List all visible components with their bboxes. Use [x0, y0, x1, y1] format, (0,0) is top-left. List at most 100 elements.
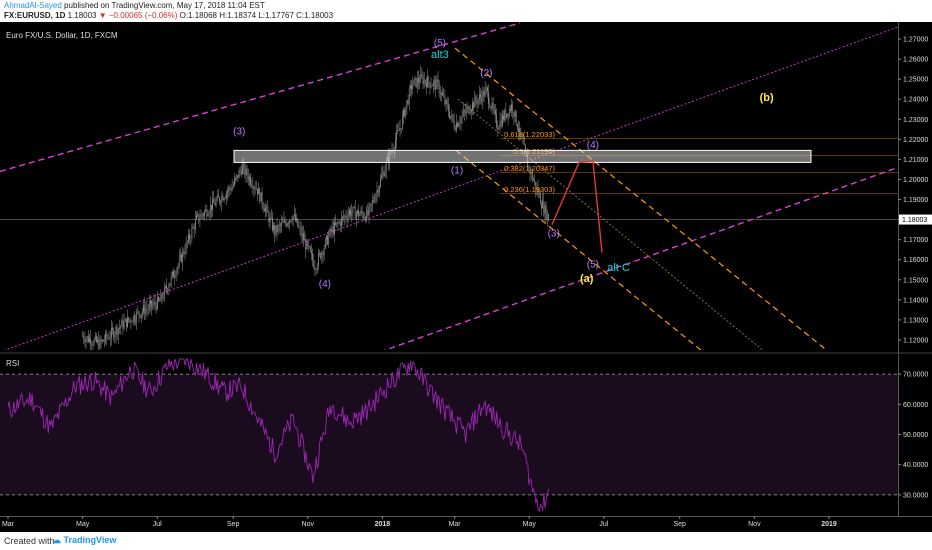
price-tick-label: 1.27000 — [903, 37, 928, 44]
candle-body — [106, 333, 108, 338]
price-change: ▼ −0.00065 (−0.06%) — [98, 11, 178, 20]
price-tick-label: 1.14000 — [903, 297, 928, 304]
candle-body — [396, 131, 397, 141]
candle-body — [174, 276, 175, 278]
candle-body — [227, 191, 228, 193]
candle-body — [519, 127, 520, 133]
candles — [82, 65, 549, 350]
candle-body — [429, 82, 431, 88]
candle-body — [529, 166, 531, 174]
candle-body — [400, 127, 402, 129]
candle-body — [291, 221, 293, 223]
last-price-tag — [899, 214, 932, 225]
candle-body — [272, 217, 273, 230]
candle-body — [135, 321, 136, 322]
candle-body — [296, 218, 297, 221]
author-link[interactable]: AhmadAl-Sayed — [4, 1, 62, 10]
candle-body — [253, 187, 255, 189]
footer-bar: Created with ☁ TradingView — [0, 532, 932, 550]
candle-body — [405, 106, 407, 117]
candle-body — [533, 179, 534, 181]
candle-body — [300, 227, 302, 236]
candle-body — [153, 301, 155, 305]
candle-body — [108, 337, 110, 340]
candle-body — [518, 129, 519, 133]
candle-body — [500, 120, 502, 126]
candle-body — [277, 225, 279, 232]
candle-body — [148, 303, 150, 309]
candle-body — [104, 340, 105, 342]
candle-body — [167, 288, 169, 291]
candle-body — [155, 304, 157, 310]
candle-body — [458, 124, 460, 127]
candle-body — [137, 311, 139, 312]
rsi-tick-label: 40.0000 — [903, 462, 928, 469]
candle-body — [154, 301, 156, 305]
candle-body — [491, 102, 493, 109]
candle-body — [373, 200, 374, 202]
candle-body — [378, 186, 380, 193]
candle-body — [243, 164, 244, 167]
candle-body — [124, 318, 126, 322]
candle-body — [543, 200, 545, 214]
candle-body — [447, 104, 449, 113]
candle-body — [213, 198, 215, 203]
candle-body — [462, 111, 464, 116]
candle-body — [136, 311, 138, 322]
candle-body — [435, 80, 437, 90]
candle-body — [482, 91, 484, 102]
candle-body — [452, 114, 454, 121]
candle-body — [366, 209, 368, 221]
candle-body — [508, 108, 510, 117]
candle-body — [93, 339, 95, 345]
candle-body — [523, 143, 525, 146]
candle-body — [221, 195, 223, 203]
candle-body — [368, 206, 370, 216]
fib-level-label: 0.236(1.19303) — [504, 185, 555, 194]
price-pane[interactable]: Euro FX/U.S. Dollar, 1D, FXCM — [0, 31, 898, 350]
candle-body — [274, 225, 276, 235]
candle-body — [132, 315, 134, 323]
candle-body — [252, 186, 254, 189]
candle-body — [404, 109, 405, 117]
candle-body — [422, 76, 424, 85]
tradingview-logo-icon[interactable]: ☁ TradingView — [52, 535, 117, 545]
candle-body — [309, 247, 311, 252]
candle-body — [86, 336, 88, 339]
candle-body — [90, 338, 92, 346]
price-tick-label: 1.23000 — [903, 117, 928, 124]
price-tick-label: 1.12000 — [903, 337, 928, 344]
rsi-pane[interactable]: RSI — [0, 358, 898, 513]
candle-body — [299, 227, 301, 228]
candle-body — [262, 204, 264, 209]
candle-body — [217, 195, 219, 198]
candle-body — [512, 104, 514, 113]
candle-body — [268, 212, 270, 223]
candle-body — [337, 222, 339, 224]
candle-body — [201, 213, 203, 215]
candle-body — [470, 110, 472, 113]
candle-body — [481, 97, 483, 102]
price-tick-label: 1.17000 — [903, 237, 928, 244]
candle-body — [242, 166, 243, 175]
resistance-zone — [233, 149, 812, 163]
candle-body — [191, 228, 193, 239]
candle-body — [114, 334, 116, 338]
last-price: 1.18003 — [67, 11, 97, 20]
candle-body — [115, 327, 117, 335]
candle-body — [140, 313, 142, 318]
candle-body — [473, 102, 474, 108]
candle-body — [186, 241, 188, 243]
candle-body — [545, 205, 547, 220]
candle-body — [273, 225, 274, 230]
candle-body — [502, 115, 503, 126]
candle-body — [475, 97, 477, 102]
candle-body — [231, 186, 233, 191]
candle-body — [190, 238, 192, 240]
projection-path — [551, 160, 603, 253]
candle-body — [205, 209, 207, 212]
candle-body — [441, 92, 442, 95]
candle-body — [318, 253, 319, 266]
candle-body — [196, 215, 197, 220]
candle-body — [255, 188, 257, 190]
